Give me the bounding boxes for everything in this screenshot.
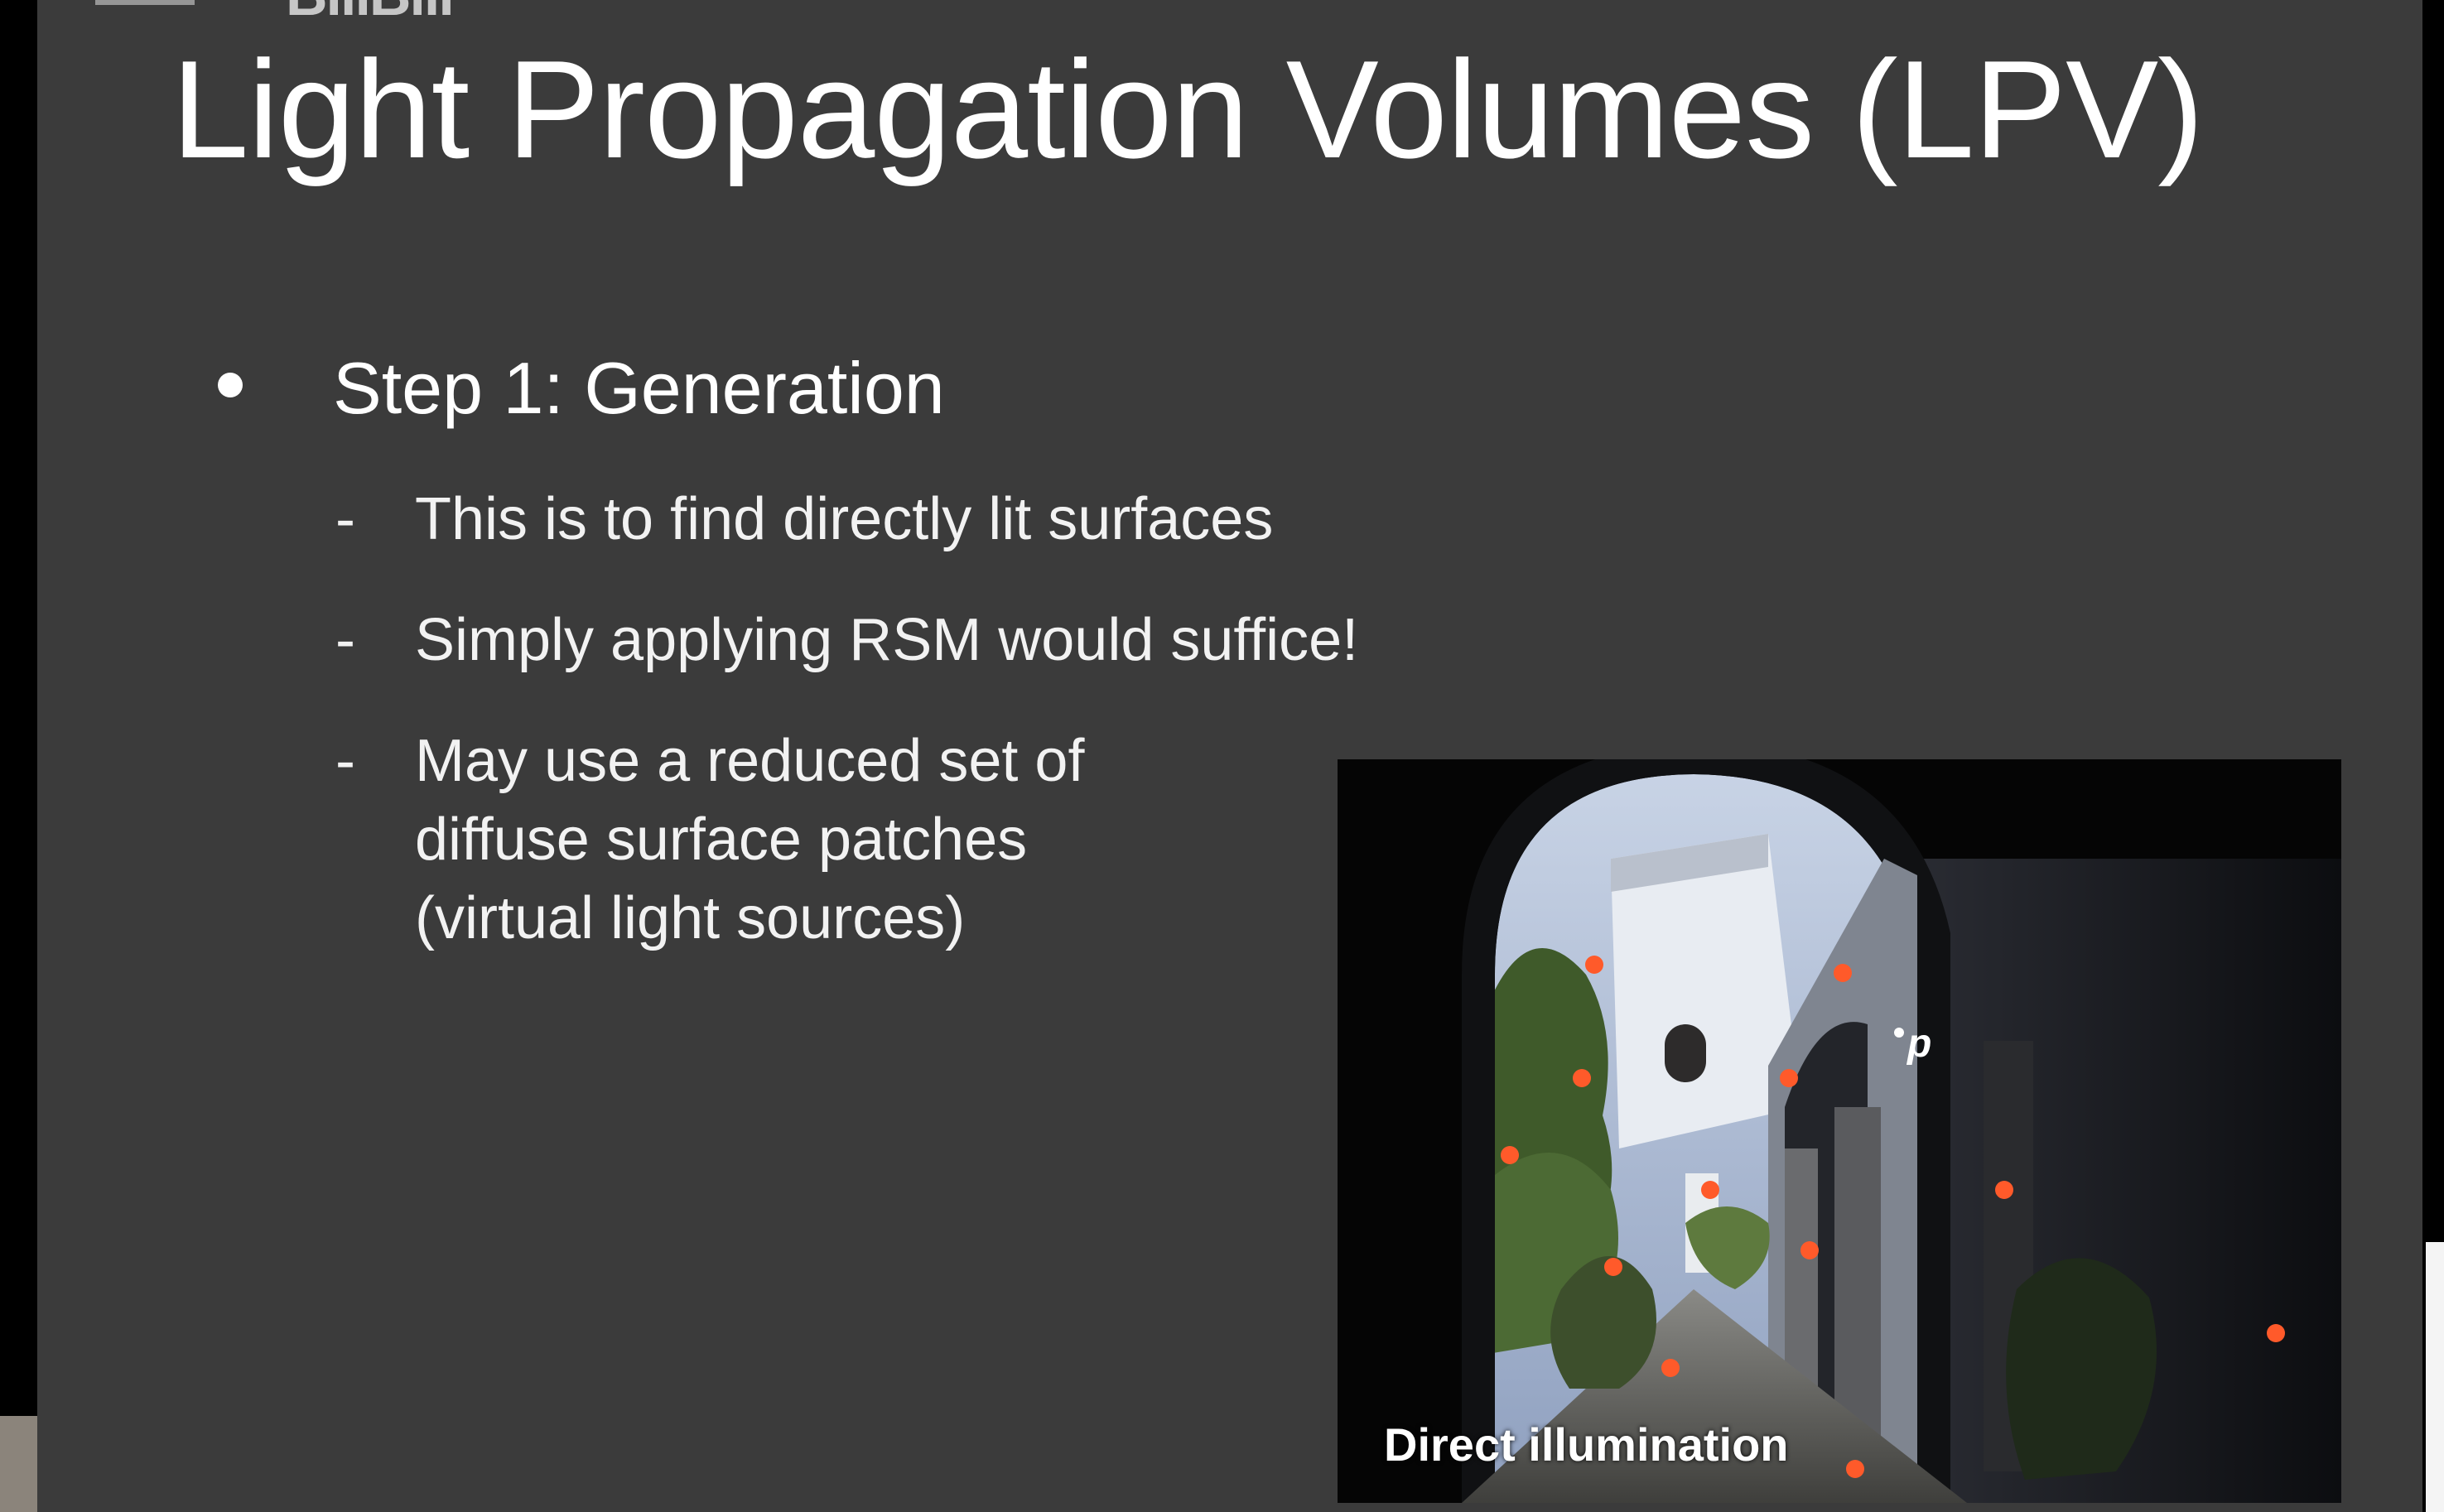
- point-label: p: [1907, 1022, 1932, 1066]
- vpl-marker: [1585, 956, 1603, 974]
- vpl-marker: [1661, 1359, 1680, 1377]
- vpl-marker: [1701, 1181, 1719, 1199]
- vpl-marker: [2267, 1324, 2285, 1342]
- vpl-marker: [1501, 1146, 1519, 1164]
- vpl-marker: [1780, 1069, 1798, 1087]
- vpl-marker: [1573, 1069, 1591, 1087]
- slide-title: Light Propagation Volumes (LPV): [171, 31, 2204, 187]
- subpoint-text: May use a reduced set of diffuse surface…: [415, 728, 1085, 951]
- vpl-marker: [1846, 1460, 1864, 1478]
- vpl-marker: [1604, 1258, 1622, 1276]
- subpoint-text: This is to find directly lit surfaces: [415, 486, 1274, 552]
- point-p-dot: [1894, 1028, 1904, 1038]
- frame-corner: [0, 1416, 37, 1512]
- watermark-bar: [95, 0, 195, 5]
- vpl-marker: [1834, 964, 1852, 982]
- dash-icon: -: [335, 486, 355, 552]
- virtual-light-markers: [1501, 956, 2285, 1478]
- bullet-dot-icon: [218, 373, 243, 397]
- courtyard-scene: [1338, 759, 2341, 1503]
- slide: BiliBili Light Propagation Volumes (LPV)…: [37, 0, 2422, 1512]
- watermark-logo: BiliBili: [286, 0, 455, 28]
- bullet-text: Step 1: Generation: [333, 347, 945, 429]
- vpl-marker: [1995, 1181, 2013, 1199]
- subpoint-text: Simply applying RSM would suffice!: [415, 607, 1359, 673]
- figure-caption: Direct illumination: [1384, 1418, 1789, 1471]
- right-frame-strip: [2422, 0, 2444, 1512]
- vpl-marker: [1800, 1241, 1819, 1259]
- courtyard-illustration: p Direct illumination: [1338, 759, 2341, 1503]
- frame-edge: [2426, 1242, 2444, 1512]
- left-frame-strip: [0, 0, 37, 1512]
- dash-icon: -: [335, 728, 355, 794]
- dash-icon: -: [335, 607, 355, 673]
